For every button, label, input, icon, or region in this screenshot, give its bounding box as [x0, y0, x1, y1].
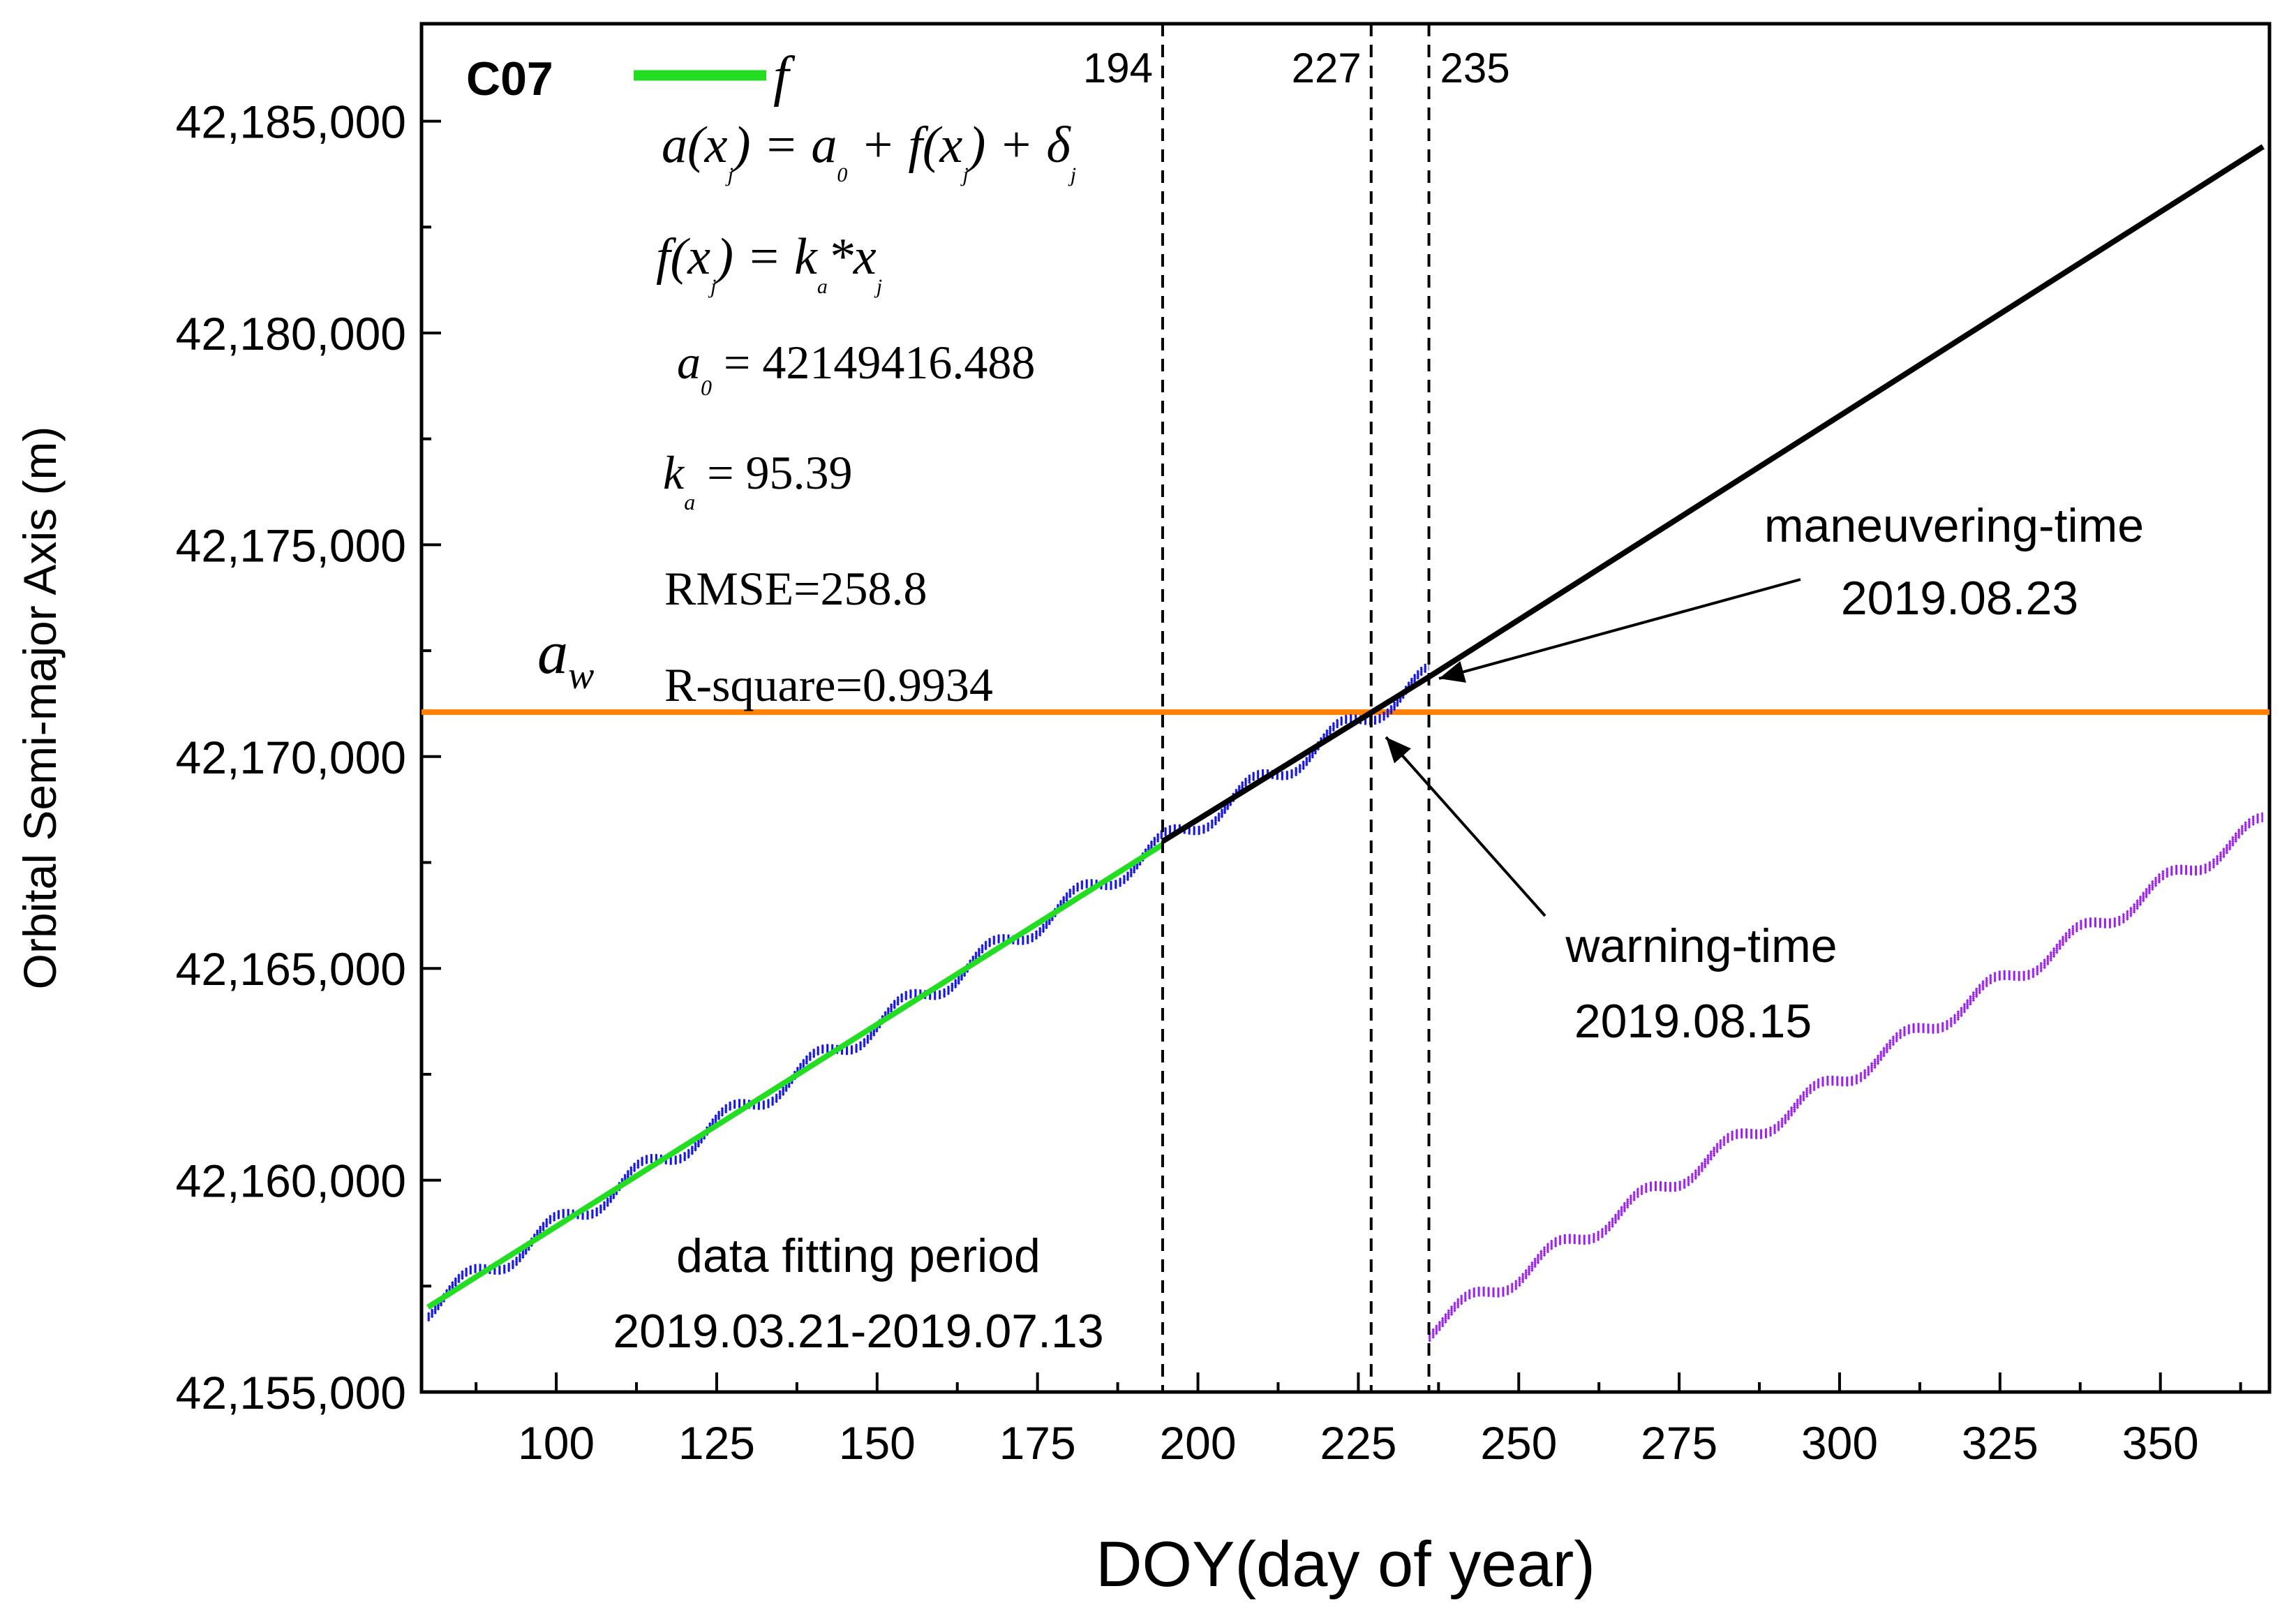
- a0-value: a0 = 42149416.488: [677, 336, 1035, 400]
- series-purple-band-2: [1428, 816, 2264, 1339]
- prediction-line: [1161, 144, 2265, 844]
- series-purple-band-1: [1428, 817, 2264, 1340]
- rsquare-value: R-square=0.9934: [664, 658, 993, 711]
- fitting-title: data fitting period: [676, 1229, 1041, 1282]
- warning-title: warning-time: [1565, 919, 1837, 972]
- x-tick-label-275: 275: [1641, 1417, 1717, 1469]
- fitting-range: 2019.03.21-2019.07.13: [613, 1305, 1103, 1358]
- x-tick-label-300: 300: [1801, 1417, 1878, 1469]
- x-tick-label-350: 350: [2122, 1417, 2199, 1469]
- maneuver-arrow: [1438, 578, 1801, 683]
- series-purple-band-4: [1428, 812, 2264, 1335]
- x-tick-label-175: 175: [999, 1417, 1076, 1469]
- x-tick-label-325: 325: [1962, 1417, 2038, 1469]
- rmse-value: RMSE=258.8: [664, 562, 927, 615]
- series-purple-band-0: [1428, 820, 2264, 1342]
- vline-label-194: 194: [1083, 45, 1153, 91]
- vlines-layer: 194 227 235: [1083, 24, 1510, 1392]
- series-blue-band-4: [427, 661, 1430, 1315]
- fit-line-f: [426, 842, 1165, 1310]
- vline-label-227: 227: [1292, 45, 1362, 91]
- x-tick-label-200: 200: [1159, 1417, 1236, 1469]
- x-tick-label-100: 100: [518, 1417, 595, 1469]
- x-tick-label-150: 150: [839, 1417, 916, 1469]
- y-tick-label-42185000: 42,185,000: [176, 96, 406, 148]
- y-tick-label-42170000: 42,170,000: [176, 732, 406, 783]
- y-tick-label-42180000: 42,180,000: [176, 308, 406, 360]
- series-blue-band-2: [427, 665, 1430, 1319]
- legend-label-f: f: [773, 46, 796, 108]
- ka-value: ka = 95.39: [663, 446, 853, 514]
- series-blue-band-3: [427, 663, 1430, 1317]
- series-blue-band-1: [427, 667, 1430, 1320]
- x-tick-label-125: 125: [678, 1417, 755, 1469]
- y-axis-title: Orbital Semi-major Axis (m): [14, 427, 66, 990]
- threshold-label: aw: [537, 619, 594, 697]
- x-tick-label-225: 225: [1320, 1417, 1396, 1469]
- equation-main: a(xj) = a0 + f(xj) + δj: [662, 117, 1076, 186]
- y-tick-label-42155000: 42,155,000: [176, 1367, 406, 1419]
- warning-date: 2019.08.15: [1574, 995, 1812, 1048]
- maneuver-date: 2019.08.23: [1841, 572, 2078, 625]
- y-axis-ticks: 42,155,000 42,160,000 42,165,000 42,170,000…: [176, 96, 441, 1419]
- y-tick-label-42160000: 42,160,000: [176, 1155, 406, 1207]
- maneuver-title: maneuvering-time: [1764, 499, 2144, 552]
- x-axis-title: DOY(day of year): [1096, 1529, 1595, 1600]
- series-purple-band-3: [1428, 814, 2264, 1337]
- plot-frame: [419, 22, 2272, 1394]
- observed-series-purple: [1428, 812, 2264, 1342]
- y-tick-label-42165000: 42,165,000: [176, 943, 406, 995]
- fit-layer: [426, 842, 1165, 1310]
- equation-fit: f(xj) = ka*xj: [656, 228, 882, 298]
- panel-label: C07: [466, 52, 553, 105]
- prediction-layer: [1161, 144, 2265, 844]
- vline-label-235: 235: [1440, 45, 1510, 91]
- x-tick-label-250: 250: [1480, 1417, 1557, 1469]
- warning-arrow: [1385, 736, 1546, 917]
- x-axis-ticks: 100 125 150 175 200 225 250 275 300 325 350: [475, 1372, 2242, 1469]
- y-tick-label-42175000: 42,175,000: [176, 519, 406, 571]
